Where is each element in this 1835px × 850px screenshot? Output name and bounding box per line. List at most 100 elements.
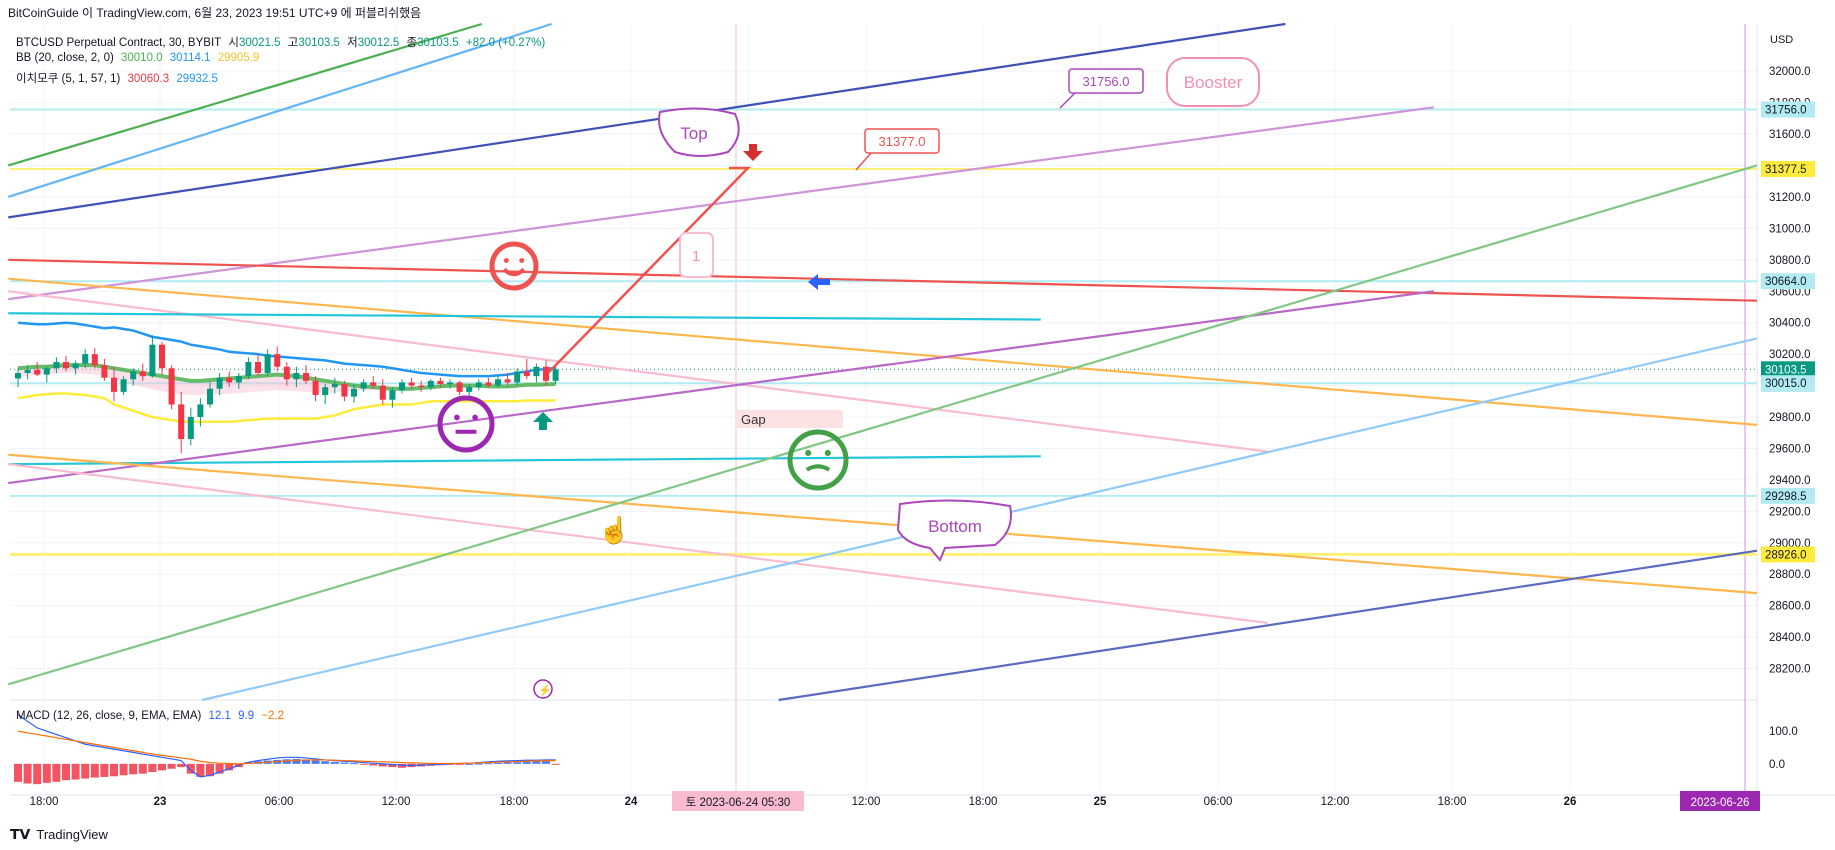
candle-body bbox=[149, 344, 156, 377]
macd-histogram-bar bbox=[23, 763, 32, 784]
end-time-label: 2023-06-26 bbox=[1691, 797, 1750, 809]
macd-histogram-bar bbox=[110, 763, 118, 777]
time-tick-label: 06:00 bbox=[1204, 796, 1233, 808]
price-tick-label: 30800.0 bbox=[1769, 255, 1811, 267]
macd-histogram-bar bbox=[62, 763, 70, 781]
macd-histogram-bar bbox=[42, 763, 51, 783]
trendline bbox=[8, 290, 1268, 453]
down-arrow-icon bbox=[743, 144, 763, 161]
price-label-text: 29298.5 bbox=[1765, 491, 1807, 503]
currency-label: USD bbox=[1770, 34, 1794, 46]
tag-31377-box bbox=[864, 128, 940, 154]
candle-body bbox=[543, 366, 549, 381]
symbol-name: BTCUSD Perpetual Contract, 30, BYBIT bbox=[16, 37, 222, 49]
macd-histogram-bar bbox=[196, 763, 205, 777]
macd-histogram-bar bbox=[340, 762, 349, 764]
happy-face-icon-mouth bbox=[502, 267, 526, 277]
end-time-box bbox=[1680, 791, 1760, 811]
macd-histogram-bar bbox=[119, 763, 128, 776]
time-tick-label: 24 bbox=[625, 796, 638, 808]
cursor-time-box bbox=[672, 791, 804, 811]
price-tick-label: 32000.0 bbox=[1769, 66, 1811, 78]
candle-body bbox=[370, 382, 377, 386]
macd-histogram-bar bbox=[503, 762, 512, 764]
happy-face-icon bbox=[489, 241, 539, 291]
confused-face-icon-mouth bbox=[805, 464, 831, 472]
trendline bbox=[8, 290, 1434, 485]
trendline bbox=[8, 22, 1286, 219]
price-tick-label: 29200.0 bbox=[1769, 506, 1811, 518]
candle-body bbox=[408, 382, 415, 386]
price-axis: 32000.031800.031600.031400.031200.031000… bbox=[1761, 66, 1815, 676]
hand-pointer-icon: ☝ bbox=[598, 514, 630, 546]
bb-upper-value: 30114.1 bbox=[169, 52, 211, 64]
footer: 𝗧𝗩 TradingView bbox=[10, 826, 108, 843]
macd-histogram-bar bbox=[350, 763, 358, 765]
footer-brand: TradingView bbox=[36, 827, 108, 842]
price-tick-label: 29600.0 bbox=[1769, 443, 1811, 455]
macd-legend: MACD (12, 26, close, 9, EMA, EMA) 12.1 9… bbox=[16, 710, 288, 722]
price-label-text: 28926.0 bbox=[1765, 549, 1807, 561]
price-label-box bbox=[1761, 375, 1815, 392]
price-tick-label: 30600.0 bbox=[1769, 286, 1811, 298]
trendline bbox=[7, 22, 483, 167]
price-tick-label: 29400.0 bbox=[1769, 475, 1811, 487]
tag-31377-pointer bbox=[855, 152, 872, 171]
tag-31377-label: 31377.0 bbox=[879, 134, 926, 149]
candle-body bbox=[331, 384, 338, 388]
cursor-time-label: 토 2023-06-24 05:30 bbox=[686, 797, 791, 809]
happy-face-icon-outline bbox=[489, 241, 539, 291]
close-label: 종 bbox=[406, 37, 418, 49]
price-tick-label: 31000.0 bbox=[1769, 223, 1811, 235]
macd-histogram-bar bbox=[81, 763, 90, 779]
macd-histogram-bar bbox=[129, 763, 138, 775]
macd-histogram-bar bbox=[321, 761, 330, 764]
open-label: 시 bbox=[228, 37, 239, 49]
gap-box bbox=[735, 410, 843, 428]
neutral-face-icon-eye bbox=[454, 414, 460, 421]
candle-body bbox=[72, 363, 79, 369]
price-label-box bbox=[1761, 101, 1815, 118]
happy-face-icon-eye bbox=[503, 258, 509, 263]
hist-value: −2.2 bbox=[261, 710, 285, 722]
candle-body bbox=[495, 379, 501, 386]
time-tick-label: 26 bbox=[1564, 796, 1577, 808]
booster-box bbox=[1166, 57, 1260, 107]
time-axis: 18:00 23 06:00 12:00 18:00 24 06:00 12:00 18:00 2… bbox=[30, 791, 1760, 811]
candle-body bbox=[274, 354, 281, 367]
candle-body bbox=[43, 368, 50, 375]
time-tick-label: 18:00 bbox=[30, 796, 59, 808]
one-label: 1 bbox=[692, 248, 700, 265]
candle-body bbox=[139, 371, 146, 377]
price-label-box bbox=[1761, 487, 1815, 504]
macd-histogram-bar bbox=[158, 763, 166, 771]
gap-label: Gap bbox=[741, 412, 766, 427]
candle-body bbox=[111, 377, 117, 392]
candle-body bbox=[312, 380, 319, 396]
macd-histogram-bar bbox=[513, 762, 522, 764]
trendline bbox=[8, 455, 1041, 466]
bottom-label: Bottom bbox=[928, 517, 982, 536]
candle-body bbox=[245, 362, 252, 377]
signal-value: 9.9 bbox=[238, 710, 255, 722]
trendline bbox=[8, 312, 1041, 321]
candle-body bbox=[216, 377, 223, 389]
bb-lower-value: 29905.9 bbox=[217, 52, 260, 64]
candle-body bbox=[226, 377, 233, 383]
trendline bbox=[8, 453, 1758, 595]
tag-31756-label: 31756.0 bbox=[1083, 74, 1130, 89]
price-label-box bbox=[1761, 161, 1815, 178]
candle-body bbox=[264, 354, 271, 374]
high-label: 고 bbox=[287, 37, 299, 49]
macd-histogram-bar bbox=[484, 763, 493, 765]
macd-histogram-bar bbox=[455, 763, 464, 765]
price-tick-label: 30200.0 bbox=[1769, 349, 1811, 361]
price-tick-label: 28200.0 bbox=[1769, 664, 1811, 676]
candle-body bbox=[351, 388, 357, 397]
price-label-text: 31756.0 bbox=[1765, 105, 1807, 117]
macd-name: MACD (12, 26, close, 9, EMA, EMA) bbox=[16, 710, 202, 722]
macd-histogram-bar bbox=[167, 763, 176, 769]
candle-body bbox=[130, 371, 137, 380]
confused-face-icon bbox=[787, 429, 849, 491]
